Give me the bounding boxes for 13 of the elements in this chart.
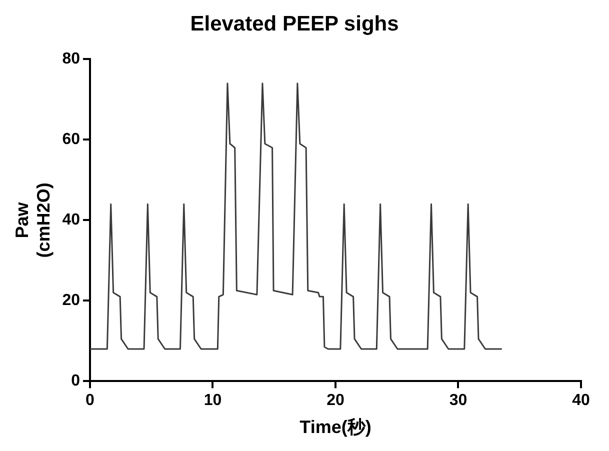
y-tick-label: 80 [62, 50, 80, 68]
x-tick-label: 30 [449, 392, 468, 410]
x-tick-label: 0 [86, 392, 95, 410]
x-axis-title: Time(秒) [300, 417, 372, 438]
x-tick-label: 10 [204, 392, 222, 410]
y-tick-label: 60 [62, 131, 80, 148]
y-tick-label: 20 [62, 292, 80, 310]
x-tick-label: 20 [326, 392, 344, 410]
x-tick-label: 40 [572, 392, 590, 410]
y-axis-title: Paw (cmH2O) [12, 182, 54, 258]
y-tick-label: 40 [62, 212, 80, 229]
chart-title: Elevated PEEP sighs [190, 12, 399, 36]
y-tick-label: 0 [71, 372, 80, 390]
